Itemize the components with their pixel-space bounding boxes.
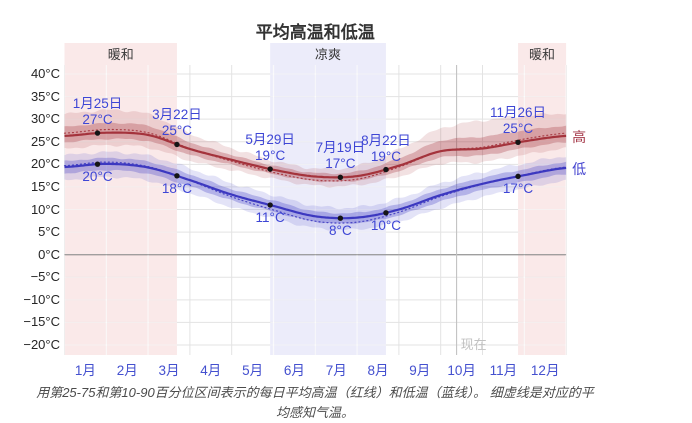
- callout-high: 7月19日 17°C: [292, 140, 388, 172]
- callout-temp: 19°C: [370, 148, 402, 164]
- callout-date[interactable]: 11月26日: [490, 105, 547, 121]
- callout-high: 5月29日 19°C: [222, 132, 318, 164]
- callout-temp: 25°C: [502, 121, 534, 137]
- low-callout-dot: [94, 161, 101, 167]
- y-tick-label: −10°C: [23, 291, 60, 307]
- callout-date[interactable]: 3月22日: [152, 107, 202, 123]
- high-callout-dot: [383, 166, 389, 173]
- y-tick-label: 25°C: [30, 133, 60, 149]
- callout-low: 17°C: [470, 181, 566, 197]
- month-label[interactable]: 6月: [283, 363, 305, 378]
- y-tick-label: −15°C: [23, 314, 60, 330]
- season-band-label: 暖和: [529, 47, 556, 62]
- callout-high: 11月26日 25°C: [470, 105, 566, 137]
- page-title: 平均高温和低温: [255, 23, 375, 42]
- month-label[interactable]: 12月: [530, 363, 560, 378]
- series-label-high: 高: [572, 128, 587, 145]
- callout-low: 8°C: [292, 223, 388, 239]
- y-tick-label: 10°C: [30, 201, 60, 217]
- callout-high: 8月22日 19°C: [338, 133, 434, 165]
- low-callout-dot: [383, 210, 389, 216]
- high-callout-dot: [337, 174, 344, 181]
- callout-date[interactable]: 8月22日: [361, 132, 411, 148]
- low-callout-dot: [515, 173, 521, 180]
- low-callout-dot: [174, 173, 180, 179]
- callout-temp: 10°C: [370, 217, 402, 233]
- season-band-label: 凉爽: [315, 47, 342, 62]
- y-tick-label: 5°C: [38, 224, 60, 240]
- callout-temp: 18°C: [161, 180, 193, 196]
- low-callout-dot: [337, 215, 344, 221]
- month-label[interactable]: 9月: [409, 363, 431, 378]
- month-label[interactable]: 5月: [242, 363, 264, 378]
- month-label[interactable]: 2月: [116, 363, 138, 378]
- callout-high: 3月22日 25°C: [129, 107, 225, 139]
- y-tick-label: 15°C: [30, 178, 60, 194]
- y-tick-label: 20°C: [30, 156, 60, 172]
- high-callout-dot: [174, 141, 180, 148]
- chart-caption: 用第25-75和第10-90百分位区间表示的每日平均高温（红线）和低温（蓝线）。…: [36, 385, 594, 420]
- callout-temp: 17°C: [325, 156, 356, 172]
- callout-low: 11°C: [222, 210, 318, 226]
- low-callout-dot: [267, 202, 273, 208]
- month-label[interactable]: 3月: [158, 363, 180, 378]
- high-mean-line: [64, 131, 567, 179]
- callout-date[interactable]: 5月29日: [245, 132, 295, 148]
- callout-temp: 11°C: [255, 210, 285, 226]
- now-marker-label: 现在: [460, 337, 487, 352]
- callout-date[interactable]: 1月25日: [72, 96, 123, 112]
- month-label[interactable]: 11月: [489, 363, 518, 378]
- callout-low: 10°C: [338, 218, 434, 234]
- callout-temp: 19°C: [255, 148, 286, 164]
- y-tick-label: 0°C: [38, 246, 60, 262]
- callout-temp: 17°C: [502, 181, 534, 197]
- high-callout-dot: [94, 130, 101, 136]
- callout-low: 18°C: [129, 181, 225, 197]
- series-label-low: 低: [572, 160, 587, 177]
- high-feels-like-line: [63, 128, 567, 182]
- y-tick-label: 30°C: [30, 111, 60, 127]
- month-label[interactable]: 10月: [447, 363, 476, 378]
- month-label[interactable]: 1月: [74, 363, 96, 378]
- callout-temp: 25°C: [161, 123, 193, 139]
- month-label[interactable]: 7月: [325, 363, 347, 378]
- callout-temp: 27°C: [82, 112, 113, 128]
- y-tick-label: −20°C: [23, 337, 60, 352]
- season-band-cool: [270, 43, 386, 355]
- season-band-label: 暖和: [107, 47, 134, 62]
- low-mean-line: [64, 162, 567, 220]
- season-band-warm: [518, 43, 567, 355]
- callout-temp: 20°C: [82, 169, 113, 185]
- high-band-10-90: [64, 109, 567, 188]
- low-band-10-90: [64, 151, 567, 231]
- month-label[interactable]: 8月: [367, 363, 389, 378]
- callout-temp: 8°C: [329, 223, 352, 239]
- y-tick-label: 40°C: [30, 66, 60, 81]
- callout-low: 20°C: [50, 169, 146, 185]
- month-label[interactable]: 4月: [200, 363, 222, 378]
- callout-date[interactable]: 7月19日: [315, 140, 366, 156]
- high-callout-dot: [515, 139, 521, 146]
- y-tick-label: 35°C: [30, 88, 60, 104]
- high-callout-dot: [267, 166, 273, 172]
- season-band-warm: [64, 43, 177, 355]
- high-band-25-75: [64, 122, 567, 183]
- y-tick-label: −5°C: [30, 269, 60, 285]
- callout-high: 1月25日 27°C: [50, 96, 146, 128]
